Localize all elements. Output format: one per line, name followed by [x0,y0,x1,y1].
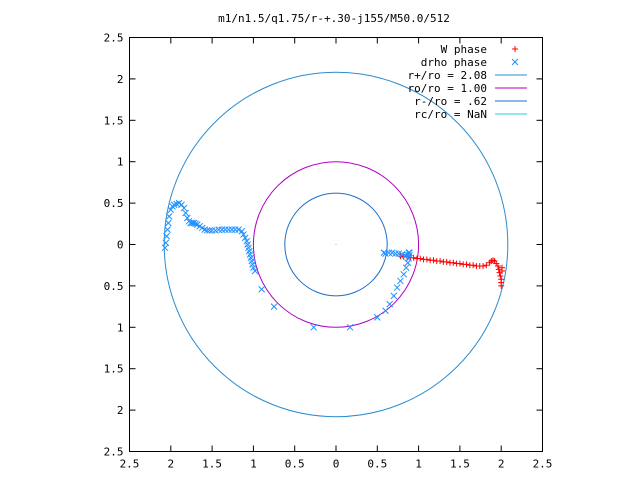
drho-phase-point [404,259,412,267]
drho-phase-point [346,323,354,331]
w-phase-point [483,262,490,269]
x-tick-label: 1.5 [450,458,470,471]
x-tick-label: 2 [498,458,505,471]
drho-phase-point [190,219,198,227]
drho-phase-point [382,307,389,315]
w-phase-point [430,257,437,264]
drho-phase-point [390,292,398,300]
w-phase-point [497,272,504,279]
drho-phase-point [167,206,175,214]
x-tick-label: 2.5 [120,458,140,471]
axis-ticks [129,37,543,452]
drho-phase-point [225,226,232,233]
y-tick-label: 2 [117,404,124,417]
x-tick-label: 2.5 [533,458,553,471]
y-tick-label: 0.5 [104,280,124,293]
y-tick-label: 0.5 [104,197,124,210]
w-phase-point [463,261,470,268]
legend-marker [511,58,519,66]
w-phase-point [417,255,424,262]
x-tick-label: 1 [415,458,422,471]
y-tick-label: 2.5 [104,446,124,459]
x-tick-label: 1 [250,458,257,471]
drho-phase-point [164,226,171,233]
y-tick-label: 1.5 [104,114,124,127]
drho-phase-point [310,323,318,331]
drho-phase-point [270,303,278,310]
drho-phase-point [231,226,239,233]
x-tick-label: 0.5 [367,458,387,471]
drho-phase-point [251,267,259,275]
w-phase-point [437,258,444,265]
y-tick-label: 0 [117,239,124,252]
drho-phase-point [218,226,226,233]
w-phase-point [495,266,502,273]
center-point [335,244,337,245]
w-phase-point [423,256,430,263]
w-phase-point [456,260,463,267]
drho-phase-point [238,227,246,235]
legend-label: W phase [441,43,487,56]
drho-phase-point [203,227,211,234]
y-tick-label: 1 [117,321,124,334]
drho-phase-point [178,201,185,209]
drho-phase-point [240,231,247,238]
drho-phase-point [206,227,213,234]
legend-marker [512,46,518,52]
data-points [161,199,506,331]
legend-label: ro/ro = 1.00 [408,82,487,95]
x-tick-label: 2 [167,458,174,471]
w-phase-point [499,267,506,274]
legend-label: drho phase [421,56,487,69]
drho-phase-point [400,270,408,278]
drho-phase-point [163,232,171,240]
legend-label: rc/ro = NaN [414,108,487,121]
drho-phase-point [228,226,236,233]
drho-phase-point [182,209,190,217]
x-tick-label: 0 [333,458,340,471]
x-tick-label: 1.5 [202,458,222,471]
x-tick-label: 0.5 [285,458,305,471]
w-phase-point [480,263,487,270]
drho-phase-point [241,234,249,242]
y-tick-label: 1.5 [104,363,124,376]
drho-phase-point [180,204,188,212]
w-phase-point [443,258,450,265]
drho-phase-point [165,212,173,220]
drho-phase-point [192,220,199,228]
drho-phase-point [250,264,257,272]
radius-circle [252,161,420,328]
drho-phase-point [393,284,401,291]
w-phase-point [494,263,501,270]
drho-phase-point [397,277,404,285]
legend-label: r+/ro = 2.08 [408,69,487,82]
w-phase-point [450,259,457,266]
radius-circles [163,71,509,418]
drho-phase-point [373,314,381,321]
drho-phase-point [258,285,266,293]
drho-phase-point [402,264,410,272]
drho-phase-point [162,239,170,247]
y-tick-label: 2.5 [104,32,124,45]
drho-phase-point [221,226,229,233]
w-phase-point [470,262,477,269]
drho-phase-point [382,250,389,257]
drho-phase-point [380,249,388,257]
drho-phase-point [386,300,394,308]
legend-label: r-/ro = .62 [414,95,487,108]
y-tick-label: 2 [117,73,124,86]
y-tick-label: 1 [117,156,124,169]
radius-circle [284,192,388,297]
w-phase-point [498,282,505,289]
axis-tick-labels: 2.5 2 1.5 1 0.5 0 0.5 1 1.5 2 2.52.521.510.500.511… [104,32,553,471]
drho-phase-point [403,251,411,258]
chart-title: m1/n1.5/q1.75/r-+.30-j155/M50.0/512 [218,12,450,25]
drho-phase-point [164,219,172,227]
